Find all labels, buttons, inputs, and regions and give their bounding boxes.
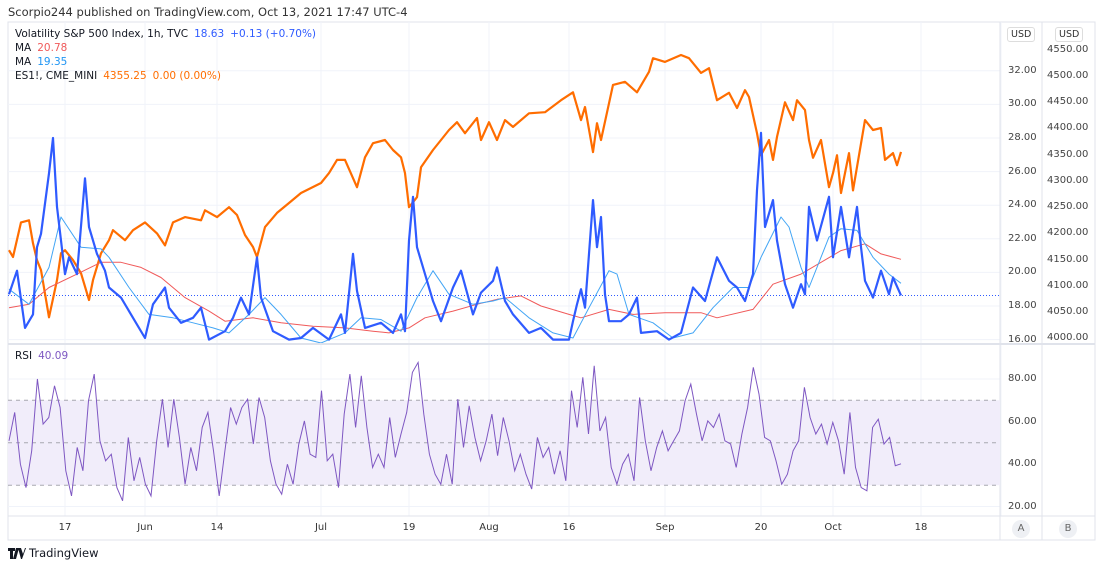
- rsi-pane-series: [8, 360, 902, 501]
- right-scale-tick: 4250.00: [1047, 201, 1089, 213]
- published-caption: Scorpio244 published on TradingView.com,…: [8, 5, 408, 19]
- right-scale-tick: 4000.00: [1047, 332, 1089, 344]
- time-tick-label: 20: [754, 522, 768, 533]
- left-scale-tick: 28.00: [1008, 131, 1037, 143]
- tradingview-brand: TradingView: [29, 546, 99, 560]
- legend-rsi-label: RSI: [15, 350, 33, 362]
- rsi-band: [8, 399, 1000, 486]
- ma-red-series-line: [8, 243, 902, 334]
- legend-ma-value: 20.78: [37, 42, 68, 54]
- rsi-scale-tick: 20.00: [1008, 500, 1037, 512]
- right-scale-tick: 4450.00: [1047, 96, 1089, 108]
- right-scale-tick: 4200.00: [1047, 227, 1089, 239]
- right-scale-tick: 4350.00: [1047, 148, 1089, 160]
- time-tick-label: Jun: [137, 522, 153, 533]
- left-scale-tick: 22.00: [1008, 232, 1037, 244]
- left-scale-tick: 26.00: [1008, 165, 1037, 177]
- chart-frame: [7, 21, 1096, 541]
- legend-vix-title: Volatility S&P 500 Index, 1h, TVC: [15, 28, 189, 40]
- left-scale-tick: 16.00: [1008, 333, 1037, 345]
- right-scale-tick: 4500.00: [1047, 70, 1089, 82]
- currency-badge-right[interactable]: USD: [1055, 27, 1084, 42]
- tradingview-logo-icon: [8, 547, 26, 559]
- time-tick-label: Aug: [479, 522, 499, 533]
- legend-es-change: 0.00 (0.00%): [152, 70, 221, 82]
- time-tick-label: 18: [914, 522, 928, 533]
- tradingview-logo[interactable]: TradingView: [8, 546, 98, 560]
- rsi-scale-tick: 60.00: [1008, 415, 1037, 427]
- time-tick-label: Jul: [314, 522, 328, 533]
- vix-series-line: [8, 131, 903, 341]
- right-scale-tick: 4050.00: [1047, 306, 1089, 318]
- time-tick-label: 14: [210, 522, 224, 533]
- time-tick-label: 16: [562, 522, 576, 533]
- main-pane-series: [8, 53, 1000, 343]
- right-scale-tick: 4300.00: [1047, 174, 1089, 186]
- right-scale-tick: 4100.00: [1047, 279, 1089, 291]
- scale-button-b[interactable]: B: [1059, 520, 1077, 538]
- es-series-line: [8, 53, 903, 319]
- ma-blue-series-line: [8, 216, 902, 343]
- legend-vix-change: +0.13 (+0.70%): [230, 28, 317, 40]
- left-scale-tick: 24.00: [1008, 199, 1037, 211]
- legend-vix[interactable]: Volatility S&P 500 Index, 1h, TVC 18.63 +0…: [15, 28, 322, 40]
- legend-vix-value: 18.63: [194, 28, 225, 40]
- legend-es-value: 4355.25: [103, 70, 147, 82]
- legend-ma-blue[interactable]: MA 19.35: [15, 56, 73, 68]
- left-scale-tick: 30.00: [1008, 98, 1037, 110]
- right-scale-tick: 4550.00: [1047, 43, 1089, 55]
- legend-ma-label: MA: [15, 56, 32, 68]
- legend-rsi-value: 40.09: [38, 350, 69, 362]
- currency-badge-left[interactable]: USD: [1007, 27, 1036, 42]
- legend-es[interactable]: ES1!, CME_MINI 4355.25 0.00 (0.00%): [15, 70, 227, 82]
- auto-scale-button[interactable]: A: [1012, 520, 1030, 538]
- time-tick-label: 19: [402, 522, 416, 533]
- legend-rsi[interactable]: RSI 40.09: [15, 350, 74, 362]
- time-tick-label: 17: [58, 522, 72, 533]
- time-tick-label: Oct: [824, 522, 842, 533]
- rsi-scale-tick: 80.00: [1008, 373, 1037, 384]
- legend-es-title: ES1!, CME_MINI: [15, 70, 98, 82]
- legend-ma-value: 19.35: [37, 56, 68, 68]
- legend-ma-label: MA: [15, 42, 32, 54]
- left-scale-tick: 18.00: [1008, 300, 1037, 312]
- rsi-series-line: [8, 360, 902, 501]
- left-scale-tick: 20.00: [1008, 266, 1037, 278]
- right-scale-tick: 4400.00: [1047, 122, 1089, 134]
- legend-ma-red[interactable]: MA 20.78: [15, 42, 73, 54]
- rsi-scale-tick: 40.00: [1008, 458, 1037, 469]
- left-scale-tick: 32.00: [1008, 64, 1037, 76]
- time-tick-label: Sep: [655, 522, 675, 533]
- right-scale-tick: 4150.00: [1047, 253, 1089, 265]
